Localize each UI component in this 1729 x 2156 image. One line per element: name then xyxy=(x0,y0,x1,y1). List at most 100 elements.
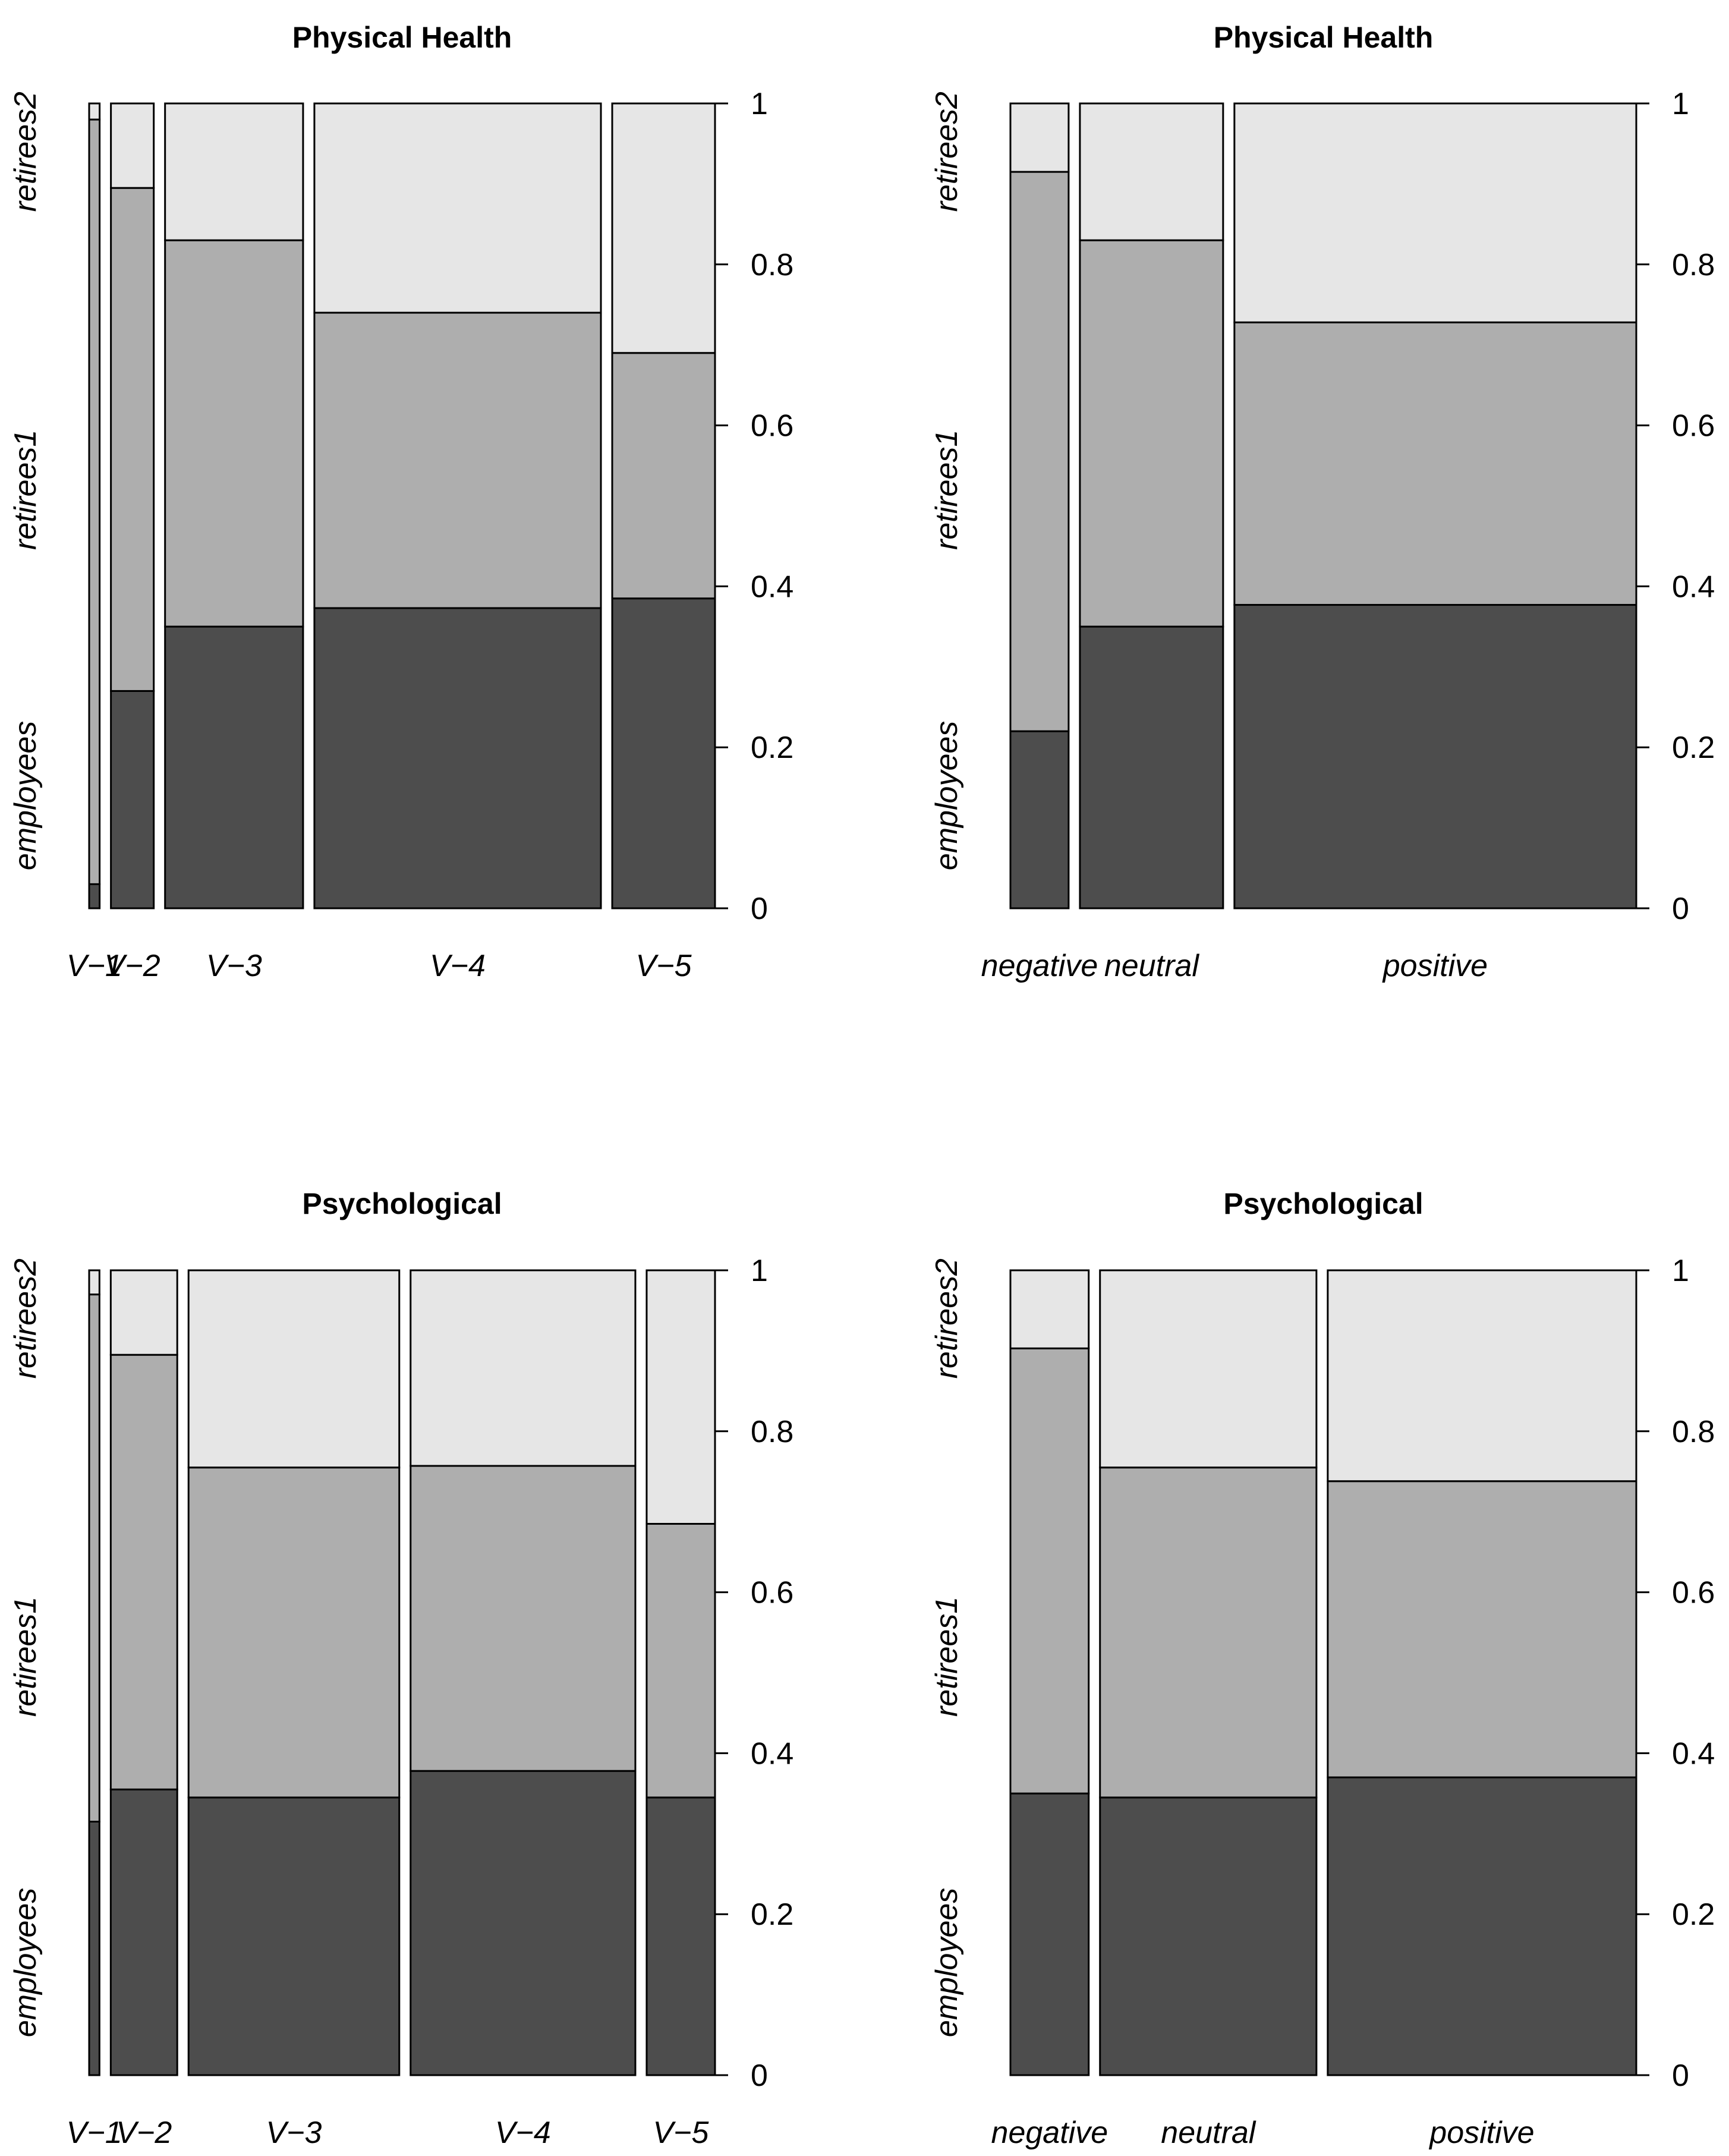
group-label-retirees2: retirees2 xyxy=(930,1258,964,1378)
mosaic-segment-retirees1 xyxy=(1009,171,1070,732)
y-tick-label: 1 xyxy=(751,1254,768,1288)
y-tick-label: 1 xyxy=(1672,87,1689,121)
mosaic-segment-retirees2 xyxy=(1009,102,1070,173)
mosaic-segment-retirees1 xyxy=(313,311,602,609)
mosaic-segment-retirees2 xyxy=(88,102,101,121)
y-tick-label: 0.6 xyxy=(1672,409,1715,443)
chart-panel-bottom-right: Psychological negative neutral positive 0 0.2… xyxy=(930,1187,1715,2150)
y-tick-label: 0.6 xyxy=(1672,1576,1715,1610)
mosaic-segment-retirees2 xyxy=(1009,1269,1090,1349)
group-label-employees: employees xyxy=(930,1888,964,2037)
mosaic-segment-employees xyxy=(645,1796,716,2076)
category-label: V−1 xyxy=(67,2116,122,2150)
category-label: V−1 xyxy=(67,949,122,983)
mosaic-segment-employees xyxy=(88,1820,100,2076)
mosaic-segment-retirees2 xyxy=(110,102,155,189)
mosaic-segment-retirees1 xyxy=(1009,1347,1090,1795)
mosaic-segment-retirees2 xyxy=(645,1269,716,1525)
mosaic-segment-retirees2 xyxy=(164,102,304,241)
mosaic-segment-employees xyxy=(1079,625,1224,909)
mosaic-segment-retirees1 xyxy=(1327,1480,1637,1779)
mosaic-segment-employees xyxy=(1233,604,1637,909)
mosaic-segment-employees xyxy=(164,625,304,909)
y-tick-label: 0.4 xyxy=(1672,1736,1715,1771)
chart-panel-top-right: Physical Health negative neutral positive 0 0… xyxy=(930,21,1715,983)
category-label: V−5 xyxy=(653,2116,709,2150)
category-label: V−2 xyxy=(105,949,160,983)
mosaic-segment-retirees1 xyxy=(164,239,304,628)
y-tick-label: 0.8 xyxy=(1672,248,1715,282)
y-tick-label: 1 xyxy=(751,87,768,121)
mosaic-segment-retirees1 xyxy=(110,187,155,692)
mosaic-segment-retirees1 xyxy=(1099,1466,1318,1799)
mosaic-column xyxy=(1079,102,1224,909)
category-label: V−5 xyxy=(636,949,692,983)
category-label: negative xyxy=(991,2116,1108,2150)
mosaic-segment-retirees1 xyxy=(410,1465,637,1772)
mosaic-segment-employees xyxy=(109,1788,178,2076)
y-tick-label: 0.4 xyxy=(751,569,793,604)
group-label-retirees1: retirees1 xyxy=(930,430,964,550)
category-label: neutral xyxy=(1104,949,1199,983)
mosaic-segment-employees xyxy=(1099,1796,1318,2076)
group-label-employees: employees xyxy=(8,1888,43,2037)
y-tick-label: 0.8 xyxy=(1672,1415,1715,1449)
chart-title: Psychological xyxy=(1223,1187,1423,1220)
chart-title: Psychological xyxy=(302,1187,502,1220)
y-tick-label: 0.2 xyxy=(1672,1897,1715,1932)
mosaic-segment-retirees2 xyxy=(88,1269,100,1296)
mosaic-column xyxy=(187,1269,401,2076)
mosaic-segment-retirees1 xyxy=(1079,239,1224,628)
mosaic-segment-retirees2 xyxy=(1099,1269,1318,1469)
category-label: V−4 xyxy=(430,949,486,983)
mosaic-column xyxy=(410,1269,637,2076)
mosaic-segment-retirees1 xyxy=(88,1293,100,1823)
mosaic-segment-retirees2 xyxy=(109,1269,178,1356)
mosaic-column xyxy=(645,1269,716,2076)
category-label: negative xyxy=(981,949,1098,983)
y-tick-label: 0 xyxy=(751,2059,768,2093)
category-label: positive xyxy=(1382,949,1488,983)
mosaic-segment-retirees1 xyxy=(645,1523,716,1799)
group-label-retirees1: retirees1 xyxy=(8,430,43,550)
category-label: positive xyxy=(1428,2116,1534,2150)
group-label-employees: employees xyxy=(8,721,43,870)
mosaic-segment-employees xyxy=(313,607,602,909)
mosaic-column xyxy=(1009,102,1070,909)
mosaic-column xyxy=(110,102,155,909)
mosaic-column xyxy=(1233,102,1637,909)
mosaic-column xyxy=(1099,1269,1318,2076)
mosaic-segment-retirees2 xyxy=(1233,102,1637,323)
chart-title: Physical Health xyxy=(1214,21,1434,54)
y-tick-label: 0.2 xyxy=(1672,731,1715,765)
y-tick-label: 0.2 xyxy=(751,731,793,765)
y-tick-label: 0 xyxy=(1672,892,1689,926)
mosaic-column xyxy=(611,102,716,909)
group-label-retirees2: retirees2 xyxy=(8,92,43,212)
chart-panel-bottom-left: Psychological V−1V−2 V−3 V−4 V−5 0 0.2 0.4 0.6 0.… xyxy=(8,1187,793,2150)
mosaic-segment-retirees2 xyxy=(1079,102,1224,241)
mosaic-segment-employees xyxy=(1009,730,1070,909)
mosaic-segment-retirees1 xyxy=(88,118,101,885)
mosaic-column xyxy=(88,1269,100,2076)
y-tick-label: 0.4 xyxy=(1672,569,1715,604)
mosaic-segment-employees xyxy=(410,1770,637,2076)
category-label: V−2 xyxy=(116,2116,172,2150)
mosaic-segment-employees xyxy=(611,597,716,909)
group-label-employees: employees xyxy=(930,721,964,870)
mosaic-column xyxy=(164,102,304,909)
mosaic-segment-employees xyxy=(187,1796,401,2076)
mosaic-segment-retirees2 xyxy=(611,102,716,354)
y-tick-label: 1 xyxy=(1672,1254,1689,1288)
y-tick-label: 0.6 xyxy=(751,1576,793,1610)
group-label-retirees2: retirees2 xyxy=(930,92,964,212)
mosaic-segment-retirees1 xyxy=(1233,321,1637,606)
y-tick-label: 0 xyxy=(1672,2059,1689,2093)
mosaic-segment-employees xyxy=(1327,1776,1637,2076)
y-tick-label: 0.8 xyxy=(751,1415,793,1449)
mosaic-segment-retirees2 xyxy=(187,1269,401,1469)
group-label-retirees1: retirees1 xyxy=(930,1597,964,1717)
mosaic-column xyxy=(313,102,602,909)
y-tick-label: 0.2 xyxy=(751,1897,793,1932)
mosaic-segment-employees xyxy=(1009,1792,1090,2076)
